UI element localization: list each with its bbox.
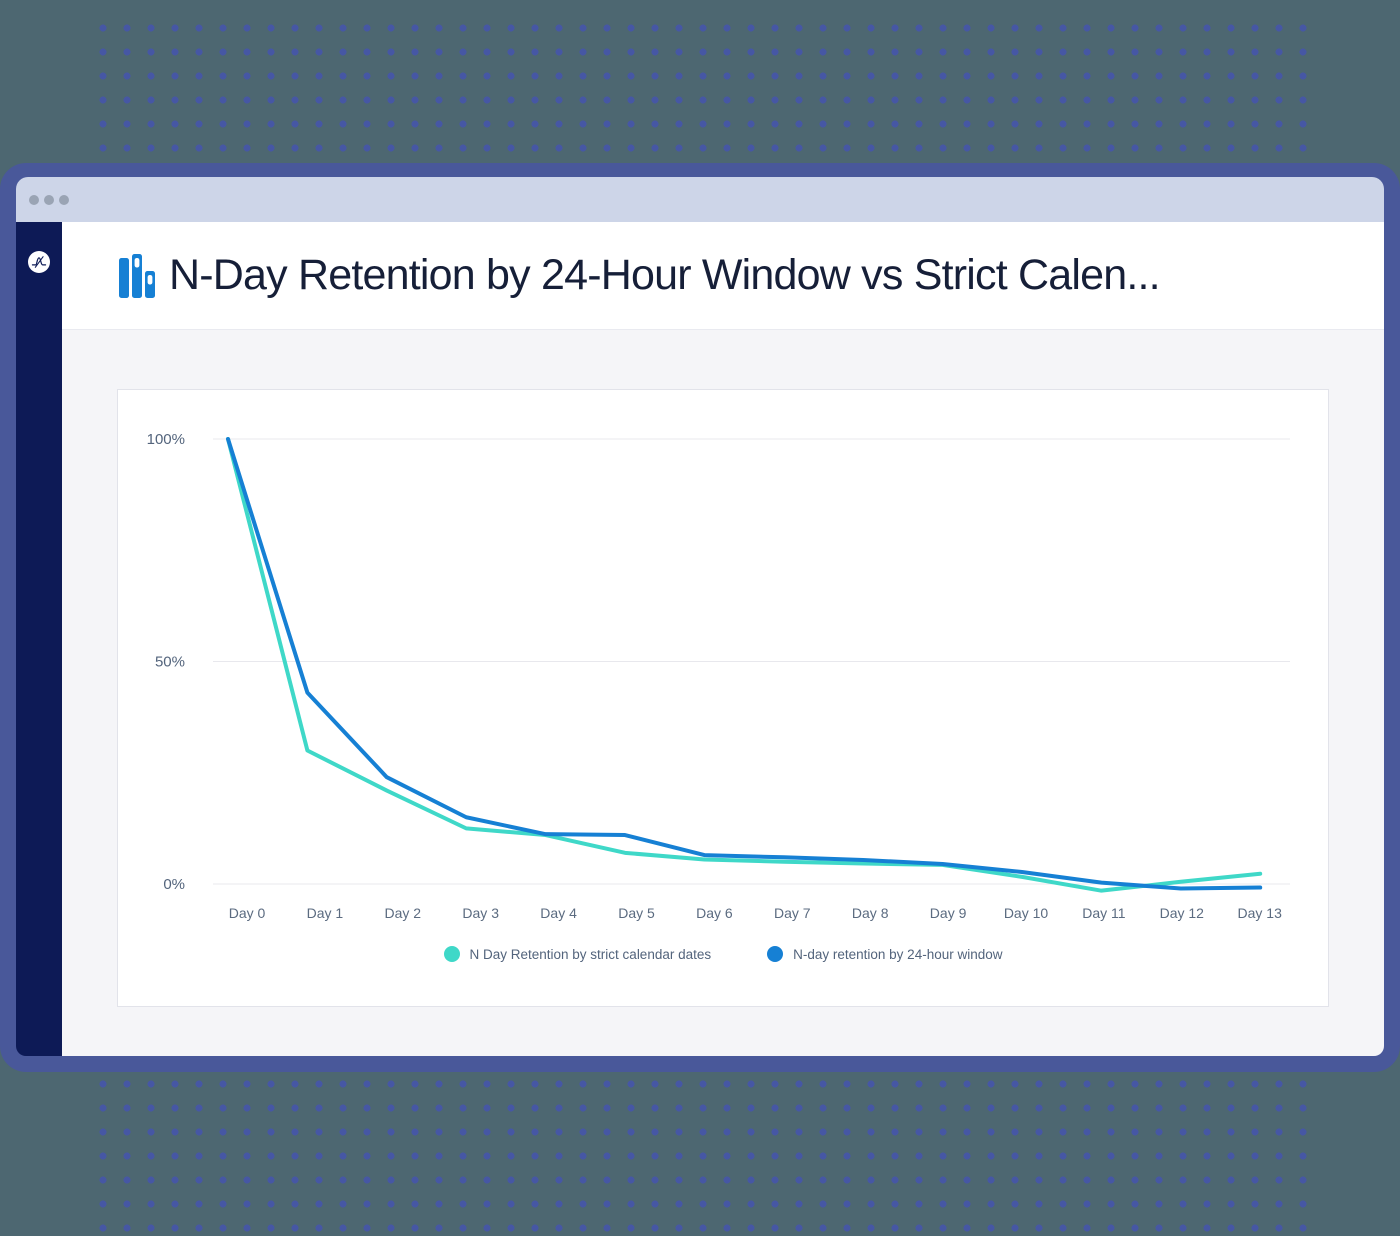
chart-title: N-Day Retention by 24-Hour Window vs Str…: [169, 251, 1161, 299]
window-control-dot-icon[interactable]: [29, 194, 39, 205]
y-axis-label: 100%: [147, 431, 185, 448]
legend-label: N Day Retention by strict calendar dates: [469, 946, 712, 962]
chart-card: 100% 50% 0% Day 0 Day 1 Day 2 Day 3 Day 4 Day 5 D…: [117, 389, 1329, 1007]
amplitude-logo-icon[interactable]: [28, 251, 50, 273]
x-axis-label: Day 8: [852, 905, 889, 921]
window-content: N-Day Retention by 24-Hour Window vs Str…: [16, 222, 1384, 1056]
x-axis-label: Day 6: [696, 905, 733, 921]
legend-label: N-day retention by 24-hour window: [793, 946, 1003, 962]
y-axis-label: 0%: [163, 876, 185, 893]
x-axis-label: Day 12: [1160, 905, 1205, 921]
legend-swatch-icon: [443, 946, 460, 962]
x-axis-label: Day 5: [618, 905, 655, 921]
chart-header: N-Day Retention by 24-Hour Window vs Str…: [62, 222, 1384, 330]
legend-swatch-icon: [767, 946, 784, 962]
content-body: 100% 50% 0% Day 0 Day 1 Day 2 Day 3 Day 4 Day 5 D…: [62, 330, 1384, 1056]
x-axis-label: Day 9: [930, 905, 967, 921]
series-line-1: [226, 437, 1263, 891]
legend-item[interactable]: N-day retention by 24-hour window: [767, 946, 1003, 962]
x-axis-label: Day 4: [540, 905, 577, 921]
y-axis-label: 50%: [155, 654, 185, 671]
x-axis-label: Day 1: [307, 905, 344, 921]
x-axis-label: Day 11: [1082, 905, 1126, 921]
x-axis-label: Day 3: [462, 905, 499, 921]
bar-chart-icon: [119, 253, 155, 298]
browser-window: N-Day Retention by 24-Hour Window vs Str…: [0, 163, 1400, 1072]
x-axis-label: Day 10: [1004, 905, 1049, 921]
x-axis-label: Day 2: [385, 905, 422, 921]
chart-legend: N Day Retention by strict calendar dates…: [118, 946, 1328, 962]
app-sidebar: [16, 222, 62, 1056]
x-axis-label: Day 13: [1238, 905, 1283, 921]
window-control-dot-icon[interactable]: [59, 194, 69, 205]
amplitude-logo-glyph: [31, 256, 47, 268]
x-axis-label: Day 0: [229, 905, 266, 921]
retention-line-chart: 100% 50% 0% Day 0 Day 1 Day 2 Day 3 Day 4 Day 5 D…: [147, 431, 1290, 921]
window-control-dot-icon[interactable]: [44, 194, 54, 205]
main-panel: N-Day Retention by 24-Hour Window vs Str…: [62, 222, 1384, 1056]
window-titlebar: [16, 177, 1384, 222]
series-line-0: [226, 437, 1263, 893]
x-axis-label: Day 7: [774, 905, 811, 921]
legend-item[interactable]: N Day Retention by strict calendar dates: [443, 946, 712, 962]
